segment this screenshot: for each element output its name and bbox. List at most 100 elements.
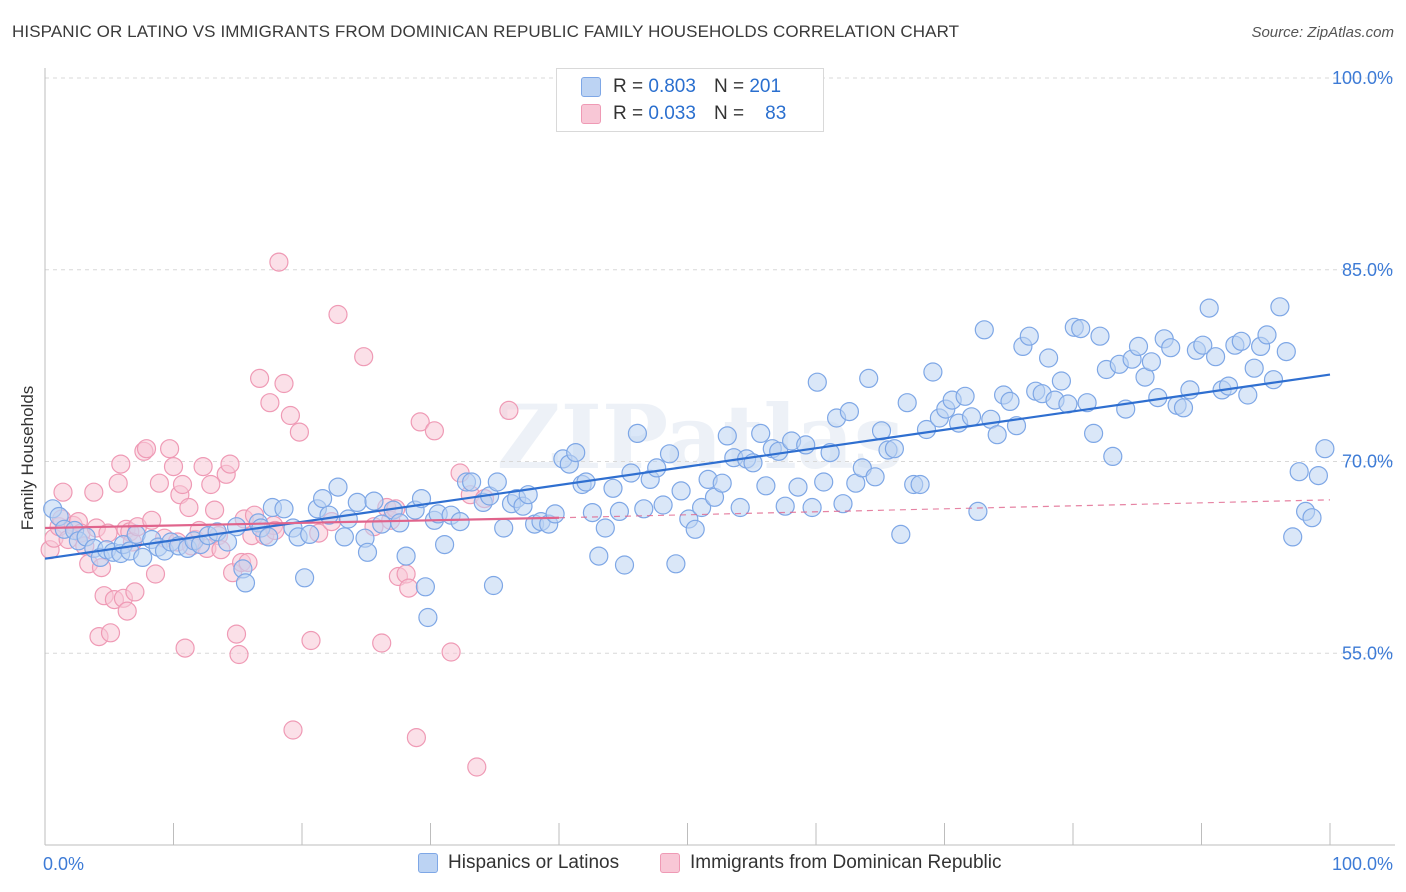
data-point — [1103, 446, 1123, 466]
data-point — [814, 472, 834, 492]
data-point — [396, 546, 416, 566]
data-point — [961, 407, 982, 427]
data-point — [274, 373, 294, 394]
data-point — [589, 546, 609, 566]
data-point — [751, 423, 771, 443]
data-point — [1270, 297, 1290, 317]
stats-row-hispanic: R = 0.803 N = 201 — [581, 75, 781, 99]
data-point — [865, 467, 885, 487]
data-point — [1218, 376, 1239, 396]
data-point — [603, 478, 623, 498]
data-point — [987, 425, 1007, 445]
data-point — [364, 491, 384, 511]
data-point — [671, 481, 691, 501]
data-point — [220, 454, 240, 474]
data-point — [280, 405, 300, 426]
data-point — [1238, 385, 1258, 405]
data-point — [1128, 336, 1149, 356]
pink-swatch-icon — [660, 853, 680, 873]
data-point — [802, 497, 822, 518]
data-point — [712, 473, 732, 493]
data-point — [136, 439, 157, 459]
data-point — [807, 372, 827, 392]
data-point — [968, 501, 988, 521]
data-point — [226, 624, 247, 644]
data-point — [205, 500, 225, 520]
data-point — [390, 513, 410, 533]
x-tick-label: 100.0% — [1332, 854, 1393, 874]
data-point — [334, 527, 354, 547]
data-point — [354, 347, 374, 367]
data-point — [462, 472, 482, 492]
data-point — [1283, 527, 1303, 547]
data-point — [891, 524, 911, 545]
data-point — [730, 497, 750, 518]
data-point — [1199, 298, 1219, 318]
data-point — [1090, 326, 1110, 346]
r-value: 0.803 — [648, 76, 696, 97]
data-point — [1000, 391, 1020, 411]
blue-swatch-icon — [418, 853, 438, 873]
data-point — [839, 402, 860, 422]
data-point — [1315, 439, 1335, 459]
data-point — [494, 518, 514, 538]
axes — [44, 68, 1395, 846]
data-point — [410, 412, 430, 432]
data-point — [1141, 352, 1162, 372]
data-point — [884, 439, 905, 459]
data-point — [235, 573, 256, 593]
data-point — [117, 601, 137, 621]
data-point — [659, 444, 680, 464]
stats-row-dominican: R = 0.033 N = 83 — [581, 102, 786, 126]
data-point — [1051, 371, 1072, 391]
data-point — [163, 457, 184, 477]
trend-line-dominican-extended — [558, 499, 1331, 519]
data-point — [145, 564, 166, 584]
data-point — [859, 368, 879, 388]
series-legend: Hispanics or Latinos Immigrants from Dom… — [0, 852, 1406, 878]
data-point — [175, 638, 195, 658]
data-point — [685, 519, 705, 539]
data-point — [435, 534, 455, 555]
blue-swatch-icon — [581, 77, 601, 97]
trend-lines — [44, 373, 1331, 560]
data-point — [691, 497, 712, 518]
data-point — [229, 644, 249, 665]
x-tick-label: 0.0% — [43, 854, 84, 874]
data-point — [133, 547, 153, 568]
data-point — [582, 502, 603, 523]
data-point — [160, 439, 180, 459]
data-point — [653, 495, 673, 515]
data-point — [788, 477, 808, 497]
watermark: ZIPatlas — [497, 385, 904, 489]
data-point — [910, 474, 930, 495]
data-point — [545, 504, 565, 524]
data-point — [1289, 462, 1309, 482]
chart-title: HISPANIC OR LATINO VS IMMIGRANTS FROM DO… — [12, 22, 960, 41]
watermark-text: ZIPatlas — [497, 385, 904, 489]
y-tick-label: 100.0% — [1332, 68, 1393, 88]
data-point — [269, 252, 289, 272]
legend-label: Hispanics or Latinos — [448, 852, 620, 873]
y-tick-label: 55.0% — [1342, 643, 1393, 663]
data-point — [566, 443, 586, 463]
data-point — [172, 474, 193, 495]
data-point — [424, 421, 444, 441]
data-point — [84, 482, 104, 502]
data-point — [897, 393, 917, 413]
legend-item-hispanic: Hispanics or Latinos — [418, 852, 619, 874]
data-point — [483, 575, 504, 596]
data-point — [1308, 466, 1329, 486]
data-point — [250, 368, 270, 388]
tick-labels: 55.0% 70.0% 85.0% 100.0% 0.0% 100.0% — [43, 68, 1393, 874]
y-tick-label: 85.0% — [1342, 260, 1393, 280]
data-point — [1257, 325, 1277, 345]
data-point — [666, 554, 686, 574]
data-point — [149, 473, 169, 493]
data-point — [450, 511, 470, 532]
data-point — [1193, 335, 1213, 355]
data-point — [1161, 338, 1181, 358]
data-point — [338, 509, 358, 529]
n-value: 201 — [749, 76, 782, 97]
